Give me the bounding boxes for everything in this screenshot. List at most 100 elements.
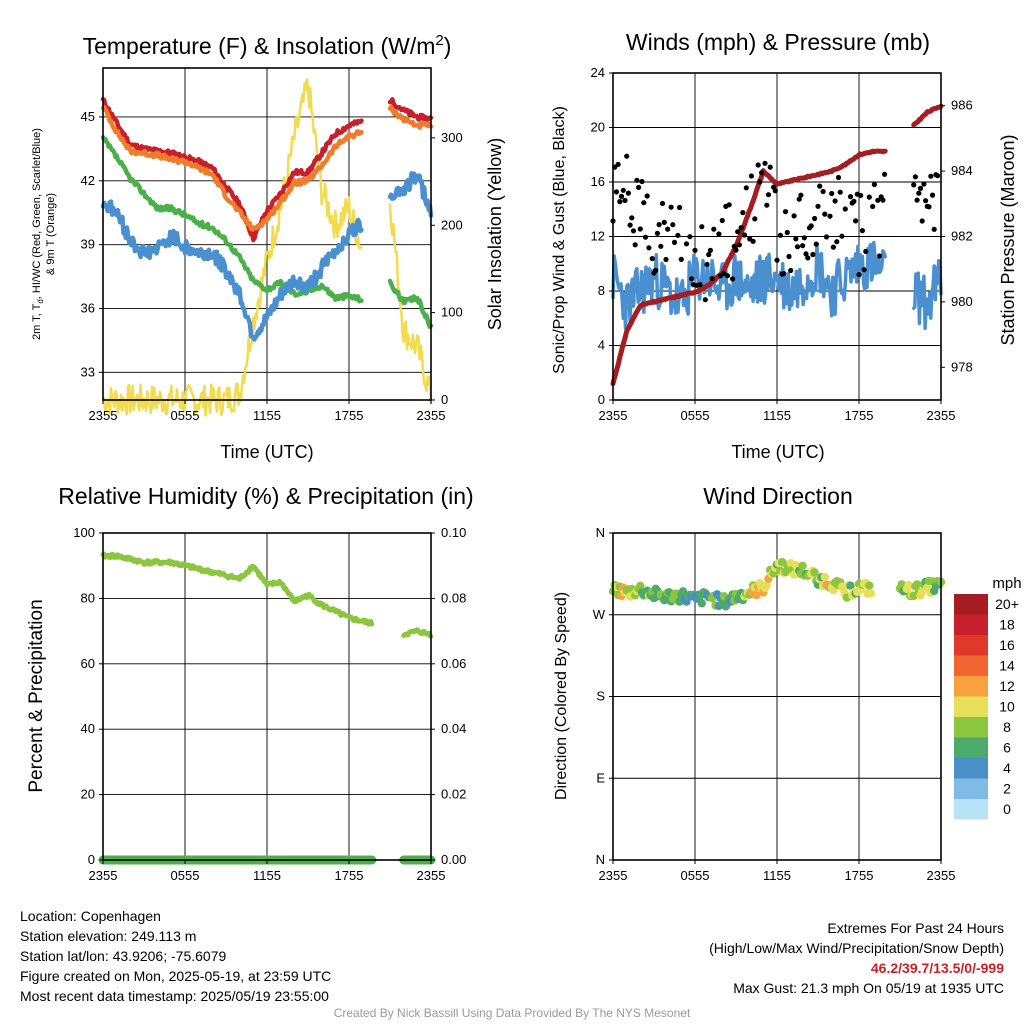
gust-point bbox=[726, 202, 732, 208]
gust-point bbox=[735, 229, 741, 235]
winds-title: Winds (mph) & Pressure (mb) bbox=[626, 29, 930, 55]
temperature-ytick-label: 36 bbox=[81, 300, 95, 315]
humidity-ytick-label: 100 bbox=[73, 525, 95, 540]
speed-legend-label: 10 bbox=[999, 699, 1015, 715]
temperature-xtick-label: 2355 bbox=[417, 408, 446, 423]
gust-point bbox=[697, 282, 703, 288]
gust-point bbox=[853, 218, 859, 224]
figure-created: Figure created on Mon, 2025-05-19, at 23… bbox=[20, 968, 332, 984]
station-location: Location: Copenhagen bbox=[20, 908, 161, 924]
gust-point bbox=[847, 194, 854, 200]
winds-ytick-label: 0 bbox=[598, 392, 605, 407]
temperature-ylabel-right: Solar Insolation (Yellow) bbox=[485, 138, 505, 330]
direction-title: Wind Direction bbox=[703, 483, 853, 509]
winds-xtick-label: 1755 bbox=[845, 408, 874, 423]
gust-point bbox=[704, 261, 710, 268]
gust-point bbox=[654, 230, 661, 236]
gust-point bbox=[675, 232, 681, 238]
direction-xtick-label: 0555 bbox=[681, 868, 710, 883]
gust-point bbox=[757, 179, 763, 185]
direction-ytick-label: E bbox=[596, 770, 605, 785]
temperature-ytick-label: 39 bbox=[81, 237, 95, 252]
temperature-series-2 bbox=[387, 278, 434, 330]
humidity-xtick-label: 1755 bbox=[335, 868, 364, 883]
direction-ylabel-left: Direction (Colored By Speed) bbox=[553, 592, 570, 800]
humidity-line bbox=[401, 627, 434, 639]
speed-legend-swatch bbox=[954, 717, 988, 738]
temperature-plot-frame bbox=[102, 67, 432, 401]
gust-point bbox=[641, 200, 647, 206]
speed-legend-label: 6 bbox=[1003, 740, 1011, 756]
gust-point bbox=[692, 247, 698, 253]
winds-ytick-label: 12 bbox=[591, 229, 605, 244]
gust-point bbox=[781, 271, 787, 277]
gust-point bbox=[880, 197, 886, 203]
speed-legend-label: 18 bbox=[999, 617, 1015, 633]
speed-legend-label: 8 bbox=[1003, 719, 1011, 735]
speed-legend-swatch bbox=[954, 676, 988, 697]
gust-point bbox=[813, 241, 819, 247]
speed-legend-label: 2 bbox=[1003, 781, 1011, 797]
gust-point bbox=[620, 187, 626, 193]
pressure-line bbox=[610, 148, 888, 387]
direction-ytick-label: S bbox=[596, 689, 605, 704]
gust-point bbox=[871, 181, 878, 188]
temperature-ytick-label: 45 bbox=[81, 109, 95, 124]
gust-point bbox=[827, 213, 833, 219]
temperature-panel: Temperature (F) & Insolation (W/m2) 2355… bbox=[31, 32, 505, 462]
gust-point bbox=[736, 242, 743, 248]
winds-ytick-right-label: 978 bbox=[951, 359, 973, 374]
gust-point bbox=[702, 297, 708, 303]
humidity-ytick-label: 40 bbox=[81, 721, 95, 736]
gust-point bbox=[835, 174, 842, 181]
temperature-xtick-label: 1755 bbox=[335, 408, 364, 423]
gust-point bbox=[798, 192, 804, 198]
pressure-line bbox=[911, 103, 944, 128]
gust-point bbox=[653, 267, 659, 273]
humidity-ylabel-left: Percent & Precipitation bbox=[26, 599, 47, 792]
gust-point bbox=[875, 197, 881, 203]
gust-point bbox=[625, 190, 632, 196]
gust-point bbox=[755, 162, 761, 168]
gust-point bbox=[817, 183, 823, 189]
winds-ytick-label: 8 bbox=[598, 283, 605, 298]
gust-point bbox=[794, 244, 801, 250]
gust-point bbox=[921, 181, 927, 187]
gust-point bbox=[800, 243, 806, 249]
gust-point bbox=[916, 190, 922, 196]
station-info: Location: Copenhagen Station elevation: … bbox=[20, 906, 331, 1006]
temperature-title: Temperature (F) & Insolation (W/m2) bbox=[83, 32, 452, 59]
winds-ytick-right-label: 986 bbox=[951, 98, 973, 113]
gust-point bbox=[748, 173, 755, 179]
temperature-series-0 bbox=[100, 96, 364, 243]
gust-point bbox=[661, 219, 667, 225]
humidity-ytick-right-label: 0.06 bbox=[441, 656, 466, 671]
temperature-ylabel-left: 2m T, Td, HI/WC (Red, Green, Scarlet/Blu… bbox=[31, 128, 45, 340]
temperature-ytick-right-label: 200 bbox=[441, 217, 463, 232]
temperature-ytick-label: 33 bbox=[81, 364, 95, 379]
credit-line: Created By Nick Bassill Using Data Provi… bbox=[333, 1006, 691, 1020]
temperature-xtick-label: 0555 bbox=[171, 408, 200, 423]
gust-point bbox=[919, 218, 925, 224]
winds-plot-frame bbox=[612, 72, 942, 401]
extremes-title: Extremes For Past 24 Hours bbox=[827, 920, 1004, 936]
humidity-line bbox=[100, 551, 375, 627]
gust-point bbox=[784, 229, 790, 236]
direction-point bbox=[846, 581, 855, 590]
gust-point bbox=[716, 231, 722, 237]
gust-point bbox=[677, 204, 683, 211]
temperature-ytick-right-label: 100 bbox=[441, 305, 463, 320]
speed-legend-swatch bbox=[954, 778, 988, 799]
direction-point bbox=[762, 581, 771, 590]
speed-legend-title: mph bbox=[992, 575, 1021, 592]
temperature-series-2 bbox=[100, 135, 364, 304]
humidity-ytick-label: 20 bbox=[81, 787, 95, 802]
winds-ytick-right-label: 984 bbox=[951, 163, 973, 178]
gust-point bbox=[772, 188, 778, 194]
gust-point bbox=[863, 248, 869, 254]
temperature-series-1 bbox=[387, 104, 434, 130]
gust-point bbox=[791, 213, 797, 219]
temperature-series-1 bbox=[100, 104, 364, 232]
gust-point bbox=[832, 198, 838, 204]
gust-point bbox=[711, 226, 717, 232]
